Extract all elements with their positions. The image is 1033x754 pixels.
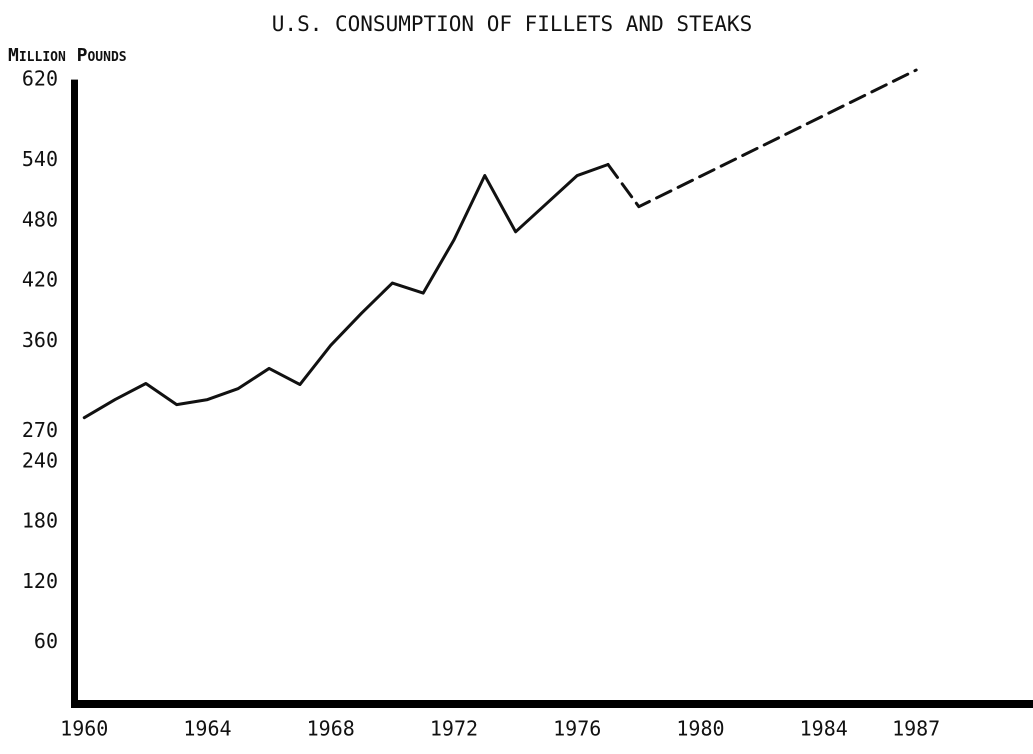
x-tick-label: 1976 — [553, 717, 601, 741]
y-tick-label: 360 — [22, 328, 58, 352]
x-axis-line — [71, 700, 1033, 708]
x-tick-label: 1960 — [60, 717, 108, 741]
line-series — [606, 68, 918, 209]
y-axis-line — [71, 80, 78, 708]
y-tick-label: 540 — [22, 147, 58, 171]
y-tick-label: 620 — [22, 67, 58, 91]
x-tick-label: 1987 — [892, 717, 940, 741]
chart-title: U.S. CONSUMPTION OF FILLETS AND STEAKS — [272, 12, 752, 36]
y-tick-label: 120 — [22, 569, 58, 593]
y-tick-label: 480 — [22, 207, 58, 231]
x-tick-label: 1972 — [430, 717, 478, 741]
y-tick-label: 180 — [22, 509, 58, 533]
x-tick-label: 1984 — [800, 717, 848, 741]
x-tick-label: 1968 — [307, 717, 355, 741]
x-tick-label: 1964 — [183, 717, 231, 741]
y-tick-label: 240 — [22, 448, 58, 472]
line-series — [82, 162, 610, 420]
x-tick-label: 1980 — [676, 717, 724, 741]
y-tick-label: 420 — [22, 268, 58, 292]
y-tick-label: 60 — [34, 629, 58, 653]
y-tick-label: 270 — [22, 418, 58, 442]
y-axis-label: Million Pounds — [8, 45, 127, 66]
